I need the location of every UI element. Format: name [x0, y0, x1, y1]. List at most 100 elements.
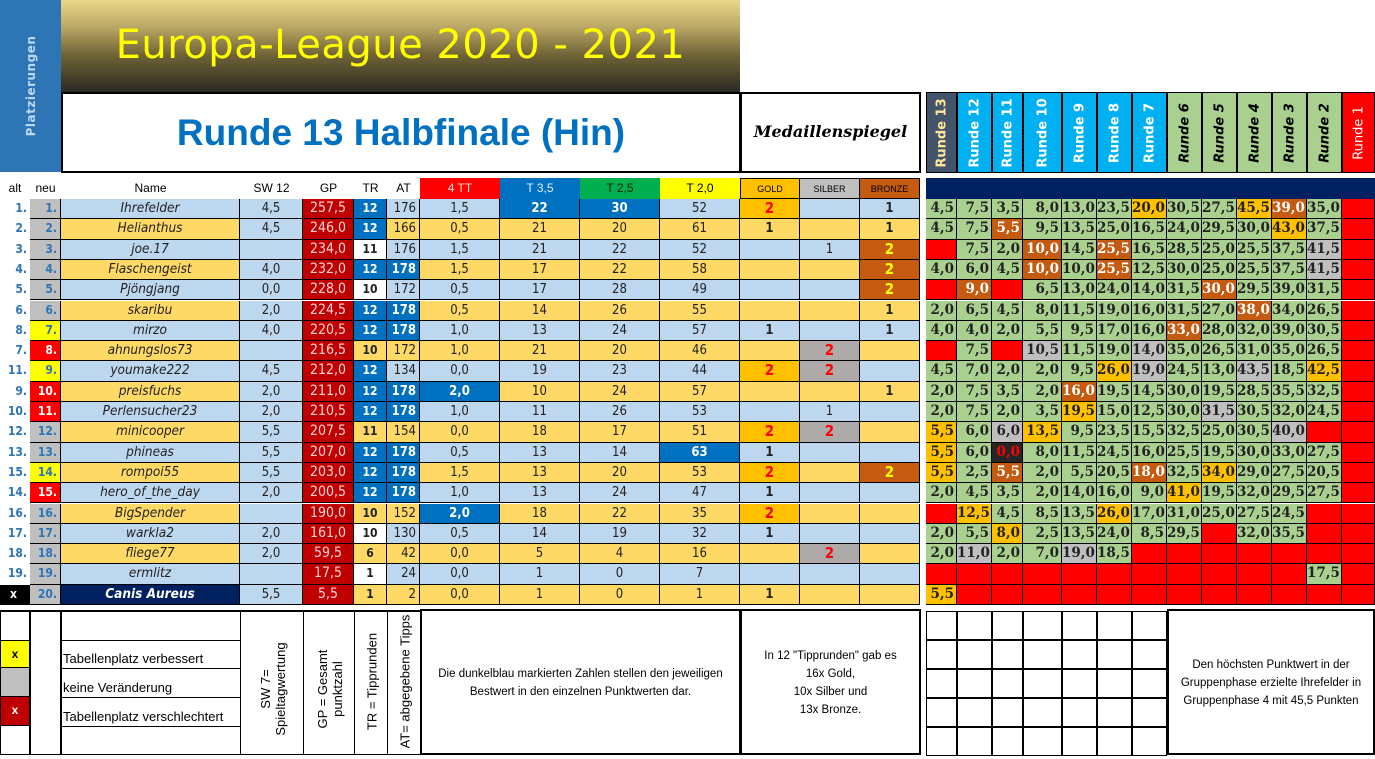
row-tr: 11: [354, 422, 387, 443]
row-gold: 2: [740, 462, 800, 484]
round-cell: 11,0: [957, 544, 992, 565]
round-cell: 8,5: [1132, 523, 1167, 545]
row-t35: 10: [500, 381, 580, 402]
row-gold: 1: [740, 320, 800, 342]
round-cell: 5,5: [992, 462, 1023, 484]
row-t35: 13: [500, 483, 580, 504]
row-at: 152: [387, 503, 420, 524]
legend-improved-marker: x: [0, 640, 30, 668]
row-gold: 1: [740, 442, 800, 463]
round-cell: 35,0: [1272, 341, 1307, 362]
round-cell: 19,5: [1202, 483, 1237, 504]
row-silber: 2: [800, 341, 860, 362]
row-gp: 234,0: [303, 239, 354, 260]
row-alt-rank: 6.: [0, 300, 30, 321]
round-cell: 19,0: [1132, 361, 1167, 382]
footer-grid-cell: [926, 698, 957, 727]
round-cell: 29,5: [1237, 280, 1272, 301]
row-tt4: 0,5: [420, 442, 500, 463]
row-t35: 13: [500, 462, 580, 484]
title-banner: Europa-League 2020 - 2021: [61, 0, 740, 92]
row-player-name: joe.17: [61, 239, 240, 260]
round-cell: 4,0: [926, 259, 957, 281]
row-silber: [800, 442, 860, 463]
row-player-name: Canis Aureus: [61, 584, 240, 605]
row-gold: 1: [740, 219, 800, 240]
round-header-6: Runde 6: [1167, 92, 1202, 173]
round-cell: 24,5: [1167, 361, 1202, 382]
row-t20: 52: [660, 239, 740, 260]
row-bronze: 1: [860, 320, 920, 342]
round-cell: 2,0: [992, 402, 1023, 423]
round-cell: 25,0: [1202, 239, 1237, 260]
footer-grid-cell: [1062, 611, 1097, 640]
row-tt4: 2,0: [420, 381, 500, 402]
legend-at: AT= abgegebene Tipps: [397, 614, 413, 749]
round-cell: 43,5: [1237, 361, 1272, 382]
row-alt-rank: 8.: [0, 320, 30, 342]
row-sw: 4,0: [240, 259, 303, 281]
round-cell: [1342, 259, 1375, 281]
col-header-t25: T 2,5: [580, 178, 660, 199]
best-note-line-1: Die dunkelblau markierten Zahlen stellen…: [438, 668, 723, 680]
row-new-rank: 2.: [30, 219, 61, 240]
legend-gp-1: GP = Gesamt: [315, 649, 330, 729]
round-cell: 16,0: [1132, 442, 1167, 463]
round-cell: 25,0: [1202, 259, 1237, 281]
medal-note-line-4: 13x Bronze.: [799, 704, 862, 716]
round-cell: 26,0: [1097, 503, 1132, 524]
row-player-name: ermlitz: [61, 564, 240, 585]
row-tt4: 1,5: [420, 462, 500, 484]
legend-sw-2: Spieltagwertung: [273, 642, 288, 736]
row-at: 154: [387, 422, 420, 443]
round-cell: 10,5: [1023, 341, 1062, 362]
round-cell: 2,0: [992, 544, 1023, 565]
round-cell: 5,5: [926, 422, 957, 443]
round-header-9: Runde 9: [1062, 92, 1097, 173]
row-gp: 207,0: [303, 442, 354, 463]
row-tt4: 1,0: [420, 483, 500, 504]
round-cell: 23,5: [1097, 422, 1132, 443]
row-alt-rank: x: [0, 584, 30, 605]
round-header-label: Runde 1: [1351, 105, 1366, 160]
row-alt-rank: 3.: [0, 239, 30, 260]
round-cell: 2,0: [992, 239, 1023, 260]
round-header-divider: [926, 178, 1375, 200]
round-cell: 4,5: [957, 483, 992, 504]
round-cell: 17,0: [1132, 503, 1167, 524]
round-cell: 3,5: [1023, 402, 1062, 423]
footer-grid-cell: [1097, 727, 1132, 756]
col-header-neu: neu: [35, 181, 56, 195]
row-t25: 19: [580, 523, 660, 545]
round-cell: 8,0: [1023, 199, 1062, 220]
round-cell: [1202, 523, 1237, 545]
round-header-12: Runde 12: [957, 92, 992, 173]
round-cell: 26,5: [1202, 341, 1237, 362]
row-t35: 17: [500, 280, 580, 301]
row-t35: 21: [500, 219, 580, 240]
round-cell: [926, 503, 957, 524]
row-tt4: 1,0: [420, 341, 500, 362]
row-player-name: preisfuchs: [61, 381, 240, 402]
round-cell: [1342, 442, 1375, 463]
row-sw: 2,0: [240, 381, 303, 402]
col-header-t20: T 2,0: [660, 178, 740, 199]
row-t25: 23: [580, 361, 660, 382]
round-cell: [1342, 361, 1375, 382]
footer-grid-cell: [992, 727, 1023, 756]
round-cell: 14,5: [1132, 381, 1167, 402]
row-at: 24: [387, 564, 420, 585]
round-cell: 26,5: [1307, 341, 1342, 362]
row-at: 178: [387, 483, 420, 504]
round-cell: 39,0: [1272, 320, 1307, 342]
high-note-line-2: Gruppenphase erzielte Ihrefelder in: [1180, 677, 1362, 689]
round-cell: [1167, 584, 1202, 605]
round-header-2: Runde 2: [1307, 92, 1342, 173]
row-t25: 17: [580, 422, 660, 443]
footer-grid-cell: [1062, 698, 1097, 727]
footer-grid-cell: [926, 611, 957, 640]
col-header-t35: T 3,5: [500, 178, 580, 199]
row-t25: 20: [580, 341, 660, 362]
row-tt4: 1,0: [420, 320, 500, 342]
row-bronze: 1: [860, 381, 920, 402]
